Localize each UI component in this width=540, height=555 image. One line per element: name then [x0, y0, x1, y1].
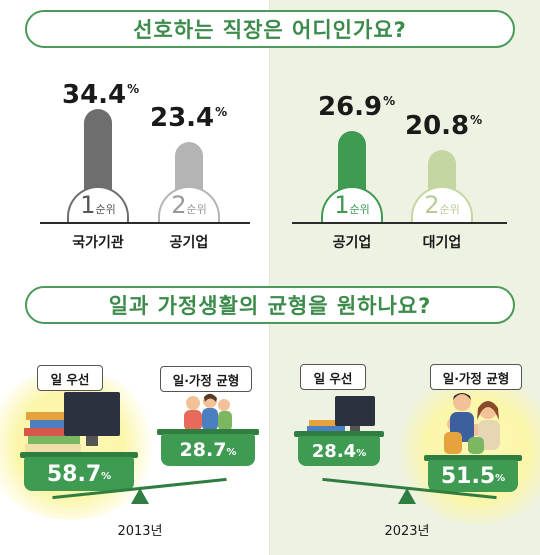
hair [453, 393, 471, 400]
book-1 [26, 412, 78, 420]
category-right-1: 공기업 [332, 235, 372, 251]
person-body [218, 411, 232, 431]
family-illustration-2023 [444, 393, 500, 454]
basket-rim-work-2013 [20, 452, 138, 458]
monitor-screen [64, 392, 120, 436]
balance-label-2013: 일·가정 균형 [160, 366, 252, 392]
basket-rim-work-2023 [294, 431, 384, 437]
basket-work-2023: 28.4% [298, 436, 380, 466]
book-1 [309, 420, 345, 426]
person-head [453, 393, 471, 411]
person-body [202, 408, 218, 431]
baseline-right [292, 222, 507, 224]
panel-divider [269, 0, 270, 555]
year-label-2023: 2023년 [384, 524, 430, 539]
rank-badge-left-1: 1순위 [67, 186, 129, 224]
balance-label-2023: 일·가정 균형 [430, 364, 522, 390]
person-head [218, 399, 230, 411]
rank-badge-right-1: 1순위 [321, 186, 383, 224]
workplace-question-banner: 선호하는 직장은 어디인가요? [25, 10, 515, 48]
basket-rim-balance-2013 [157, 429, 259, 435]
baseline-left [40, 222, 250, 224]
pct-label-left-2: 23.4% [150, 103, 228, 133]
basket-work-2013: 58.7% [24, 457, 134, 491]
pct-label-right-1: 26.9% [318, 92, 396, 122]
hair [204, 393, 217, 402]
pct-label-right-2: 20.8% [405, 111, 483, 141]
pct-label-left-1: 34.4% [62, 80, 140, 110]
book-2 [307, 426, 345, 433]
basket-balance-2013: 28.7% [161, 434, 255, 466]
family-illustration-2013 [184, 393, 232, 431]
person-head [186, 396, 200, 410]
category-left-2: 공기업 [169, 235, 209, 251]
category-right-2: 대기업 [422, 235, 462, 251]
book-5 [25, 444, 81, 452]
person-body [444, 432, 462, 454]
year-label-2013: 2013년 [117, 524, 163, 539]
monitor-stand [350, 426, 360, 433]
book-2 [30, 420, 80, 428]
book-4 [28, 436, 80, 444]
basket-balance-2023: 51.5% [428, 460, 518, 492]
books-monitor-illustration-2023 [307, 396, 375, 433]
book-3 [24, 428, 80, 436]
work-first-label-2013: 일 우선 [37, 365, 103, 391]
balance-question-title: 일과 가정생활의 균형을 원하나요? [108, 294, 432, 318]
workplace-question-title: 선호하는 직장은 어디인가요? [133, 18, 407, 42]
monitor-stand [86, 436, 98, 446]
person-body [468, 437, 484, 454]
rank-badge-left-2: 2순위 [158, 186, 220, 224]
seesaw-pivot-2023 [398, 488, 416, 504]
basket-rim-balance-2023 [424, 455, 522, 461]
category-left-1: 국가기관 [72, 235, 124, 251]
balance-question-banner: 일과 가정생활의 균형을 원하나요? [25, 286, 515, 324]
seesaw-pivot-2013 [131, 488, 149, 504]
hair [477, 401, 499, 420]
monitor-screen [335, 396, 375, 426]
person-body [184, 410, 202, 431]
books-monitor-illustration-2013 [24, 392, 120, 452]
work-first-label-2023: 일 우선 [300, 364, 366, 390]
